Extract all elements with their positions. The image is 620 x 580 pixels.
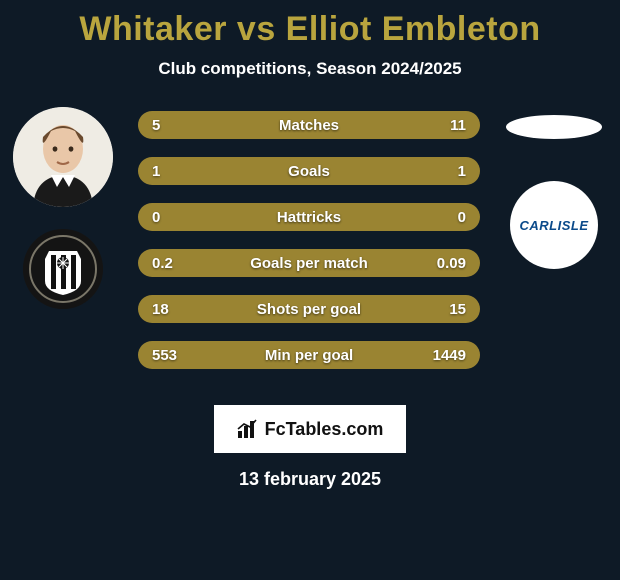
stat-label: Shots per goal	[257, 301, 361, 318]
left-player-column	[8, 107, 118, 309]
right-club-name: CARLISLE	[520, 218, 589, 233]
player-photo-placeholder	[13, 107, 113, 207]
chart-icon	[237, 419, 259, 439]
comparison-card: Whitaker vs Elliot Embleton Club competi…	[0, 0, 620, 490]
stat-left-value: 18	[152, 301, 169, 318]
stat-bars: 5Matches111Goals10Hattricks00.2Goals per…	[138, 111, 480, 369]
stat-left-value: 5	[152, 117, 160, 134]
right-player-placeholder	[506, 115, 602, 139]
stat-right-value: 1	[458, 163, 466, 180]
watermark[interactable]: FcTables.com	[214, 405, 406, 453]
left-club-badge	[23, 229, 103, 309]
stat-bar: 0.2 Goals per match 0.09	[138, 249, 480, 277]
notts-county-crest-icon	[23, 229, 103, 309]
stat-label: Goals per match	[250, 255, 368, 272]
right-player-column: CARLISLE	[504, 107, 604, 269]
page-subtitle: Club competitions, Season 2024/2025	[0, 59, 620, 79]
page-title: Whitaker vs Elliot Embleton	[0, 10, 620, 49]
stat-right-value: 15	[449, 301, 466, 318]
stat-label: Matches	[279, 117, 339, 134]
right-club-badge: CARLISLE	[510, 181, 598, 269]
stats-area: CARLISLE 5Matches111Goals10Hattricks00.2…	[0, 111, 620, 391]
stat-bar: 1 Goals 1	[138, 157, 480, 185]
stat-right-value: 11	[450, 117, 466, 134]
stat-bar: 0 Hattricks 0	[138, 203, 480, 231]
stat-label: Goals	[288, 163, 330, 180]
stat-left-value: 553	[152, 347, 177, 364]
stat-bar: 18 Shots per goal 15	[138, 295, 480, 323]
comparison-date: 13 february 2025	[0, 469, 620, 490]
stat-bar: 553 Min per goal 1449	[138, 341, 480, 369]
left-player-avatar	[13, 107, 113, 207]
stat-label: Hattricks	[277, 209, 341, 226]
stat-left-value: 0	[152, 209, 160, 226]
watermark-text: FcTables.com	[265, 419, 384, 440]
stat-left-value: 1	[152, 163, 160, 180]
stat-bar: 5 Matches 11	[138, 111, 480, 139]
stat-right-value: 1449	[433, 347, 466, 364]
stat-left-value: 0.2	[152, 255, 173, 272]
stat-right-value: 0	[458, 209, 466, 226]
stat-label: Min per goal	[265, 347, 353, 364]
stat-right-value: 0.09	[437, 255, 466, 272]
